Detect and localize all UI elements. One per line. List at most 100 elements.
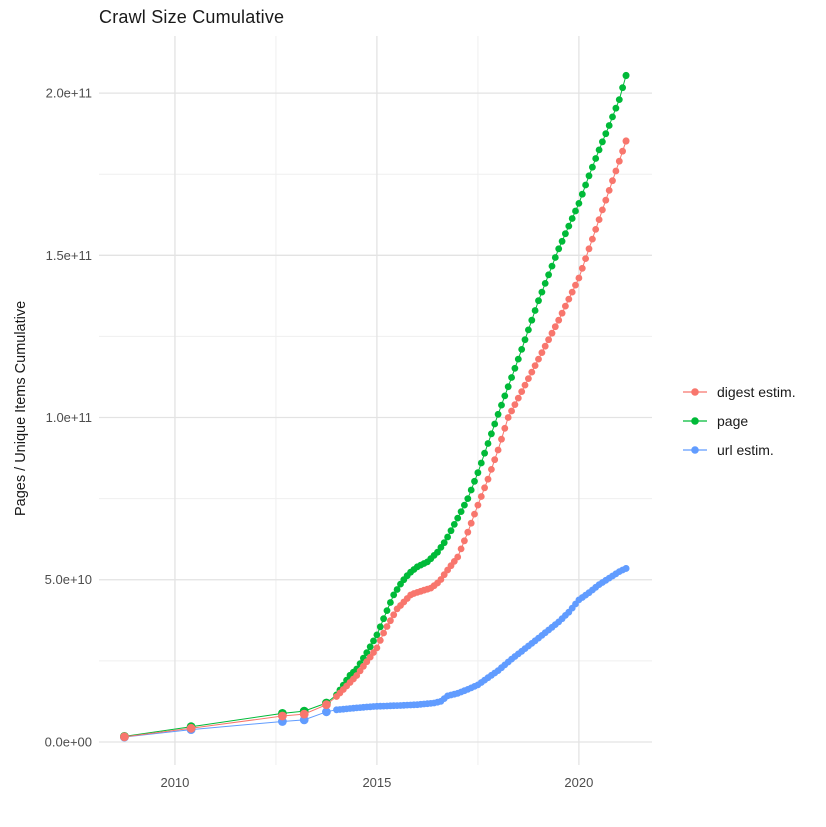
data-point [457, 545, 465, 553]
data-point [538, 288, 546, 296]
data-point [575, 274, 583, 282]
data-point [444, 533, 451, 541]
data-point [186, 723, 196, 733]
data-point [380, 629, 387, 637]
data-point [609, 177, 616, 185]
data-point [383, 623, 391, 630]
data-point [538, 349, 546, 356]
y-tick-label: 1.5e+11 [46, 248, 92, 263]
data-point [488, 430, 495, 438]
data-point [592, 226, 600, 233]
data-point [437, 544, 445, 551]
data-point [605, 187, 613, 194]
data-point [545, 271, 552, 279]
data-point [511, 401, 519, 408]
data-point [383, 607, 391, 614]
data-point [568, 288, 576, 296]
data-point [558, 309, 566, 317]
data-point [622, 71, 630, 79]
data-point [390, 611, 398, 619]
data-point [278, 711, 287, 721]
data-point [582, 255, 589, 262]
data-point [555, 316, 563, 324]
data-point [504, 414, 512, 421]
data-point [615, 96, 623, 103]
data-point [467, 486, 475, 494]
data-point [535, 297, 542, 305]
data-point [589, 235, 596, 243]
legend-item-url-estim: url estim. [682, 435, 796, 464]
data-point [322, 707, 331, 717]
data-point [572, 207, 579, 215]
data-point [568, 215, 576, 222]
data-point [511, 364, 519, 372]
data-point [457, 508, 465, 515]
data-point [464, 495, 472, 502]
data-point [595, 216, 603, 224]
legend: digest estim. page url estim. [682, 377, 796, 464]
data-point [484, 440, 492, 447]
legend-key-url-icon [683, 445, 707, 454]
data-point [602, 130, 610, 138]
x-tick-label: 2020 [564, 775, 593, 790]
data-point [622, 137, 630, 145]
y-tick-label: 0.0e+00 [45, 734, 92, 749]
data-point [471, 510, 478, 518]
data-point [562, 302, 569, 310]
data-point [528, 368, 536, 376]
data-point [585, 172, 593, 180]
x-tick-label: 2010 [160, 775, 189, 790]
legend-label: url estim. [717, 441, 774, 458]
data-point [474, 501, 482, 509]
data-point [387, 599, 394, 606]
data-point [454, 514, 462, 522]
data-point [602, 196, 610, 204]
data-point [387, 617, 394, 625]
data-point [376, 623, 384, 631]
legend-key-digest-icon [683, 387, 707, 396]
data-point [299, 709, 309, 719]
data-point [551, 254, 559, 261]
data-point [548, 262, 556, 270]
data-point [521, 381, 529, 389]
legend-item-page: page [682, 406, 796, 435]
data-point [491, 456, 499, 464]
data-point [518, 346, 526, 353]
data-point [508, 407, 515, 415]
data-point [619, 84, 626, 92]
data-point [599, 206, 606, 214]
data-point [589, 163, 596, 171]
data-point [555, 245, 563, 253]
data-point [120, 732, 129, 742]
data-point [454, 553, 462, 561]
y-tick-label: 2.0e+11 [46, 86, 92, 101]
data-point [531, 362, 539, 369]
data-point [595, 146, 603, 154]
data-point [501, 424, 509, 432]
data-point [437, 576, 445, 583]
data-point [440, 539, 448, 547]
data-point [450, 521, 458, 528]
data-point [572, 281, 579, 289]
data-point [612, 104, 620, 112]
series-url-estim [120, 565, 630, 742]
data-point [494, 446, 502, 454]
data-point [370, 637, 377, 645]
series-digest-estim [120, 137, 630, 742]
legend-item-digest-estim: digest estim. [682, 377, 796, 406]
data-point [578, 264, 586, 272]
data-point [461, 501, 468, 509]
data-point [477, 459, 485, 467]
data-point [525, 326, 532, 334]
data-point [484, 475, 492, 483]
data-point [481, 484, 488, 492]
data-point [531, 307, 539, 314]
legend-key-page-icon [683, 416, 707, 425]
y-tick-label: 5.0e+10 [45, 572, 92, 587]
legend-label: digest estim. [717, 383, 796, 400]
data-point [440, 571, 448, 579]
data-point [565, 295, 573, 303]
data-point [582, 181, 589, 189]
data-point [622, 565, 630, 572]
